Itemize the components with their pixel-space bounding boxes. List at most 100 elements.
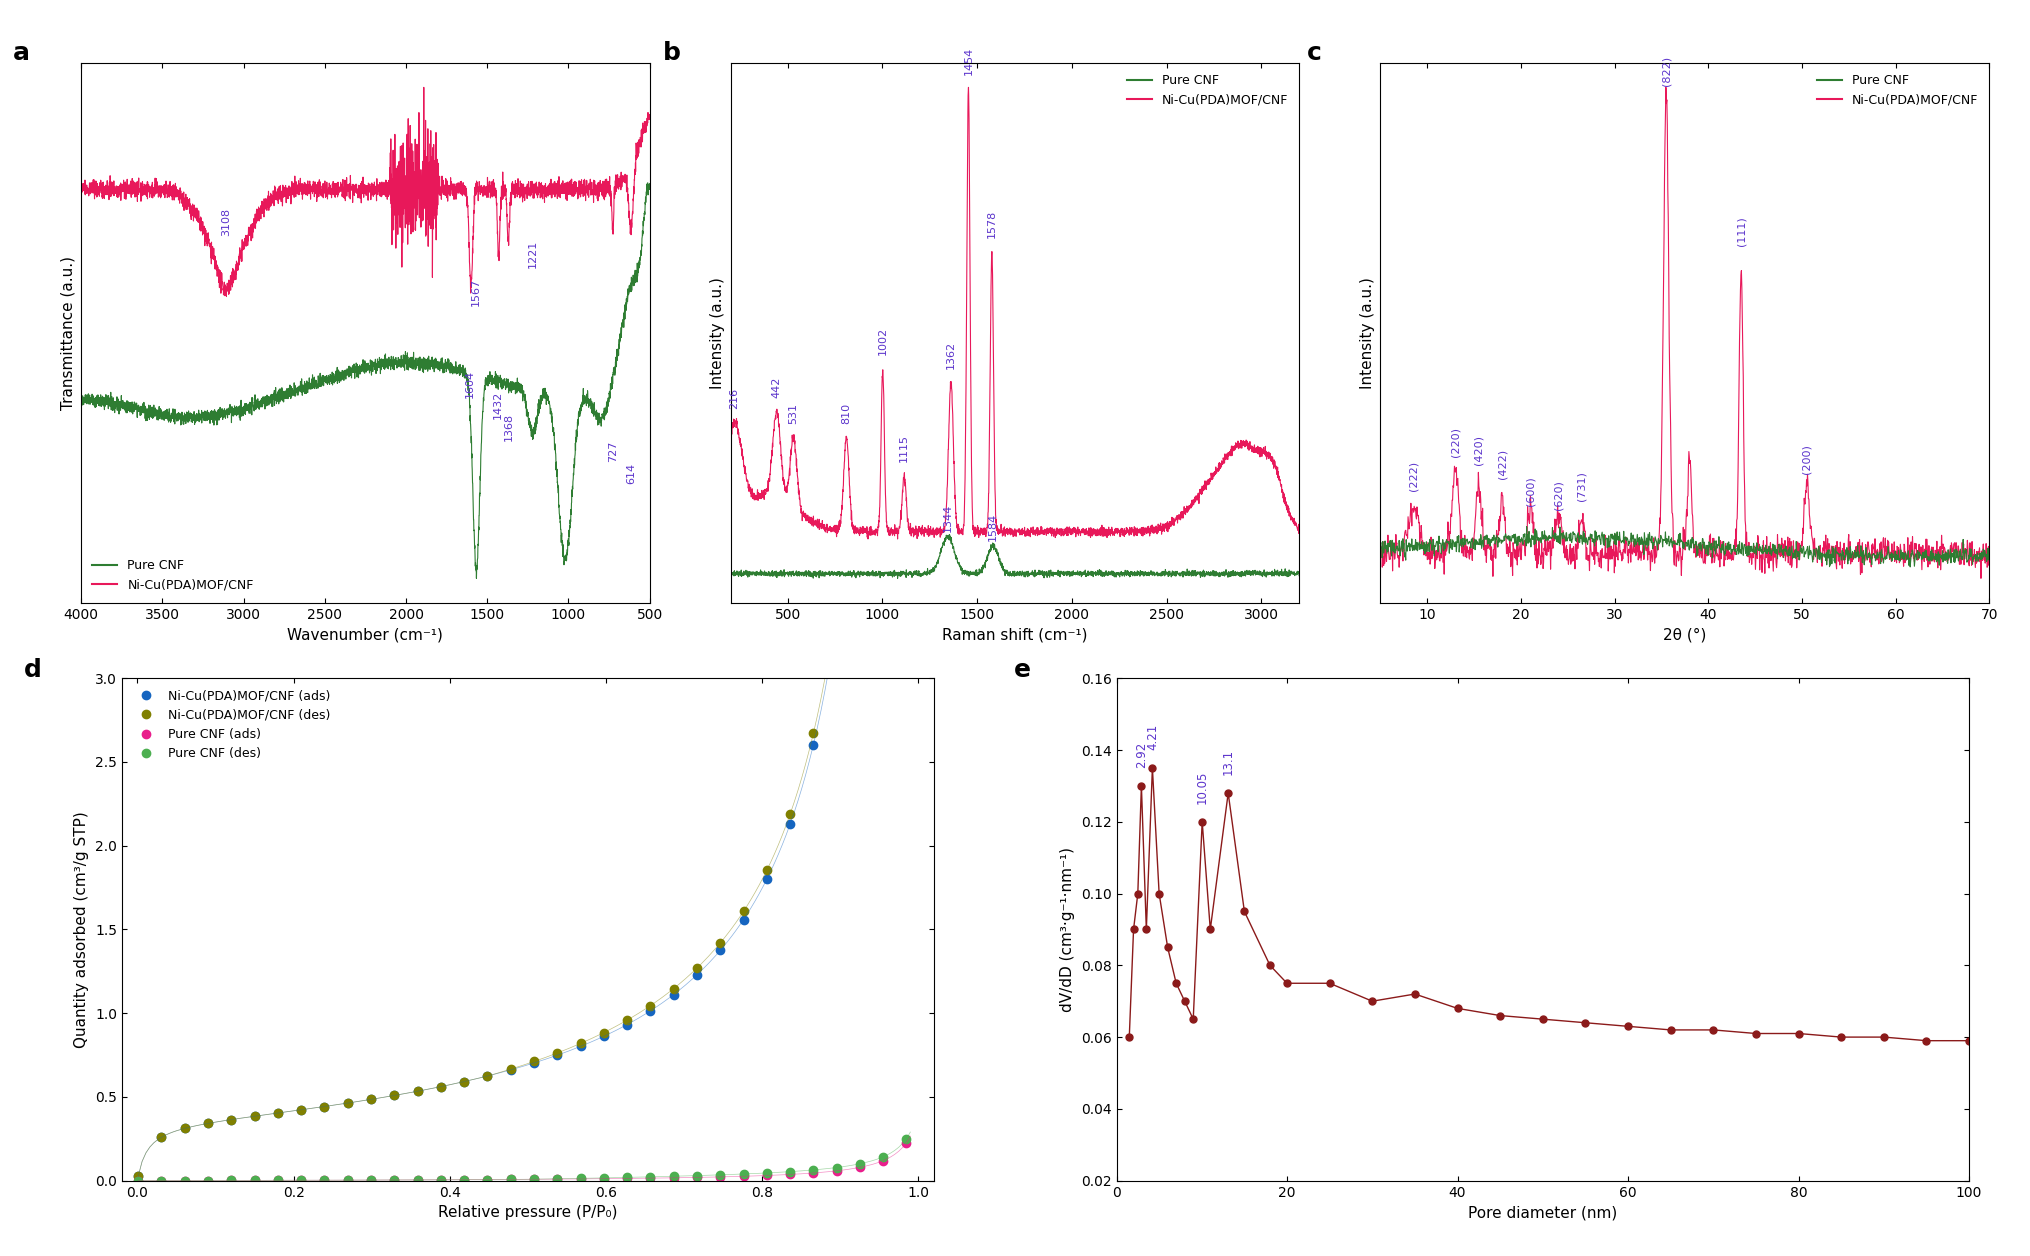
Ni-Cu(PDA)MOF/CNF (ads) (615, 1017, 639, 1032)
Pure CNF (ads) (453, 1172, 477, 1187)
Legend: Pure CNF, Ni-Cu(PDA)MOF/CNF: Pure CNF, Ni-Cu(PDA)MOF/CNF (1811, 69, 1983, 112)
Pure CNF (ads) (428, 1172, 453, 1187)
Ni-Cu(PDA)MOF/CNF (des) (195, 1115, 219, 1130)
Pure CNF (des) (406, 1172, 430, 1187)
Pure CNF (ads) (475, 1172, 499, 1187)
Text: 727: 727 (607, 441, 617, 462)
Ni-Cu(PDA)MOF/CNF (ads) (150, 1129, 175, 1144)
Pure CNF (des) (615, 1169, 639, 1184)
X-axis label: Relative pressure (P/P₀): Relative pressure (P/P₀) (438, 1205, 617, 1220)
X-axis label: Pore diameter (nm): Pore diameter (nm) (1468, 1205, 1618, 1220)
Text: (420): (420) (1474, 435, 1484, 465)
Pure CNF (des) (708, 1167, 733, 1182)
Line: Pure CNF (des): Pure CNF (des) (134, 1134, 911, 1184)
Ni-Cu(PDA)MOF/CNF (ads) (568, 1039, 593, 1054)
Pure CNF (ads) (150, 1173, 175, 1188)
Ni-Cu(PDA)MOF/CNF (ads) (219, 1112, 244, 1127)
Ni-Cu(PDA)MOF/CNF (ads) (173, 1120, 197, 1135)
Ni-Cu(PDA)MOF/CNF (des) (288, 1103, 313, 1118)
Pure CNF (ads) (708, 1169, 733, 1184)
Ni-Cu(PDA)MOF/CNF (des) (824, 599, 849, 614)
Ni-Cu(PDA)MOF/CNF (des) (802, 726, 826, 741)
Pure CNF (des) (126, 1173, 150, 1188)
Ni-Cu(PDA)MOF/CNF (ads) (266, 1105, 290, 1120)
Text: 531: 531 (788, 402, 798, 423)
Pure CNF (ads) (871, 1153, 895, 1168)
Ni-Cu(PDA)MOF/CNF (ads) (684, 967, 708, 982)
Ni-Cu(PDA)MOF/CNF (ads) (359, 1091, 384, 1107)
Text: 614: 614 (625, 463, 635, 484)
Ni-Cu(PDA)MOF/CNF (des) (173, 1120, 197, 1135)
Ni-Cu(PDA)MOF/CNF (des) (777, 806, 802, 821)
Text: 1604: 1604 (465, 369, 475, 398)
Pure CNF (ads) (522, 1172, 546, 1187)
Ni-Cu(PDA)MOF/CNF (des) (731, 904, 755, 919)
Pure CNF (des) (895, 1130, 920, 1145)
Pure CNF (ads) (359, 1173, 384, 1188)
Ni-Cu(PDA)MOF/CNF (ads) (522, 1055, 546, 1070)
Text: 1002: 1002 (877, 327, 887, 354)
Text: 1344: 1344 (942, 504, 952, 531)
Text: 1115: 1115 (899, 433, 909, 462)
Pure CNF (ads) (895, 1135, 920, 1150)
Pure CNF (des) (195, 1173, 219, 1188)
Text: 13.1: 13.1 (1222, 749, 1234, 775)
Y-axis label: Intensity (a.u.): Intensity (a.u.) (710, 276, 725, 389)
Ni-Cu(PDA)MOF/CNF (des) (242, 1109, 266, 1124)
Ni-Cu(PDA)MOF/CNF (des) (755, 863, 780, 878)
Ni-Cu(PDA)MOF/CNF (des) (335, 1095, 359, 1110)
Ni-Cu(PDA)MOF/CNF (ads) (313, 1099, 337, 1114)
Pure CNF (des) (637, 1169, 662, 1184)
Text: (620): (620) (1553, 480, 1563, 510)
Pure CNF (des) (219, 1173, 244, 1188)
Pure CNF (ads) (313, 1173, 337, 1188)
Ni-Cu(PDA)MOF/CNF (des) (475, 1069, 499, 1084)
X-axis label: 2θ (°): 2θ (°) (1663, 627, 1707, 642)
Ni-Cu(PDA)MOF/CNF (ads) (546, 1048, 570, 1063)
Ni-Cu(PDA)MOF/CNF (des) (849, 372, 873, 387)
Pure CNF (des) (242, 1173, 266, 1188)
Pure CNF (ads) (568, 1172, 593, 1187)
Pure CNF (ads) (219, 1173, 244, 1188)
Ni-Cu(PDA)MOF/CNF (des) (428, 1079, 453, 1094)
Ni-Cu(PDA)MOF/CNF (ads) (849, 388, 873, 403)
Pure CNF (ads) (288, 1173, 313, 1188)
Pure CNF (des) (335, 1173, 359, 1188)
Pure CNF (des) (173, 1173, 197, 1188)
Ni-Cu(PDA)MOF/CNF (ads) (406, 1084, 430, 1099)
Ni-Cu(PDA)MOF/CNF (des) (382, 1088, 406, 1103)
Ni-Cu(PDA)MOF/CNF (des) (522, 1054, 546, 1069)
Pure CNF (ads) (242, 1173, 266, 1188)
Ni-Cu(PDA)MOF/CNF (ads) (662, 987, 686, 1002)
Ni-Cu(PDA)MOF/CNF (des) (499, 1061, 524, 1076)
Ni-Cu(PDA)MOF/CNF (des) (637, 999, 662, 1014)
Text: 1578: 1578 (987, 210, 997, 239)
Pure CNF (ads) (266, 1173, 290, 1188)
Text: 3108: 3108 (221, 207, 231, 236)
Text: d: d (24, 658, 43, 682)
Pure CNF (des) (591, 1171, 615, 1186)
Line: Ni-Cu(PDA)MOF/CNF (des): Ni-Cu(PDA)MOF/CNF (des) (134, 0, 911, 1181)
Legend: Ni-Cu(PDA)MOF/CNF (ads), Ni-Cu(PDA)MOF/CNF (des), Pure CNF (ads), Pure CNF (des): Ni-Cu(PDA)MOF/CNF (ads), Ni-Cu(PDA)MOF/C… (128, 685, 335, 765)
Pure CNF (des) (684, 1168, 708, 1183)
Line: Pure CNF (ads): Pure CNF (ads) (134, 1138, 911, 1184)
Text: (731): (731) (1577, 471, 1587, 501)
Y-axis label: dV/dD (cm³·g⁻¹·nm⁻¹): dV/dD (cm³·g⁻¹·nm⁻¹) (1060, 847, 1076, 1012)
Pure CNF (ads) (731, 1169, 755, 1184)
Text: (220): (220) (1449, 427, 1460, 456)
Text: 4.21: 4.21 (1145, 723, 1159, 750)
Pure CNF (des) (150, 1173, 175, 1188)
Text: 1567: 1567 (471, 278, 481, 305)
Ni-Cu(PDA)MOF/CNF (ads) (802, 737, 826, 752)
Pure CNF (ads) (173, 1173, 197, 1188)
Ni-Cu(PDA)MOF/CNF (des) (591, 1025, 615, 1040)
Ni-Cu(PDA)MOF/CNF (ads) (499, 1063, 524, 1078)
Legend: Pure CNF, Ni-Cu(PDA)MOF/CNF: Pure CNF, Ni-Cu(PDA)MOF/CNF (87, 554, 258, 597)
Pure CNF (ads) (637, 1171, 662, 1186)
Pure CNF (des) (359, 1173, 384, 1188)
Y-axis label: Intensity (a.u.): Intensity (a.u.) (1360, 276, 1374, 389)
Pure CNF (des) (662, 1169, 686, 1184)
Text: 10.05: 10.05 (1196, 770, 1208, 804)
Ni-Cu(PDA)MOF/CNF (ads) (824, 613, 849, 628)
Ni-Cu(PDA)MOF/CNF (des) (359, 1091, 384, 1107)
